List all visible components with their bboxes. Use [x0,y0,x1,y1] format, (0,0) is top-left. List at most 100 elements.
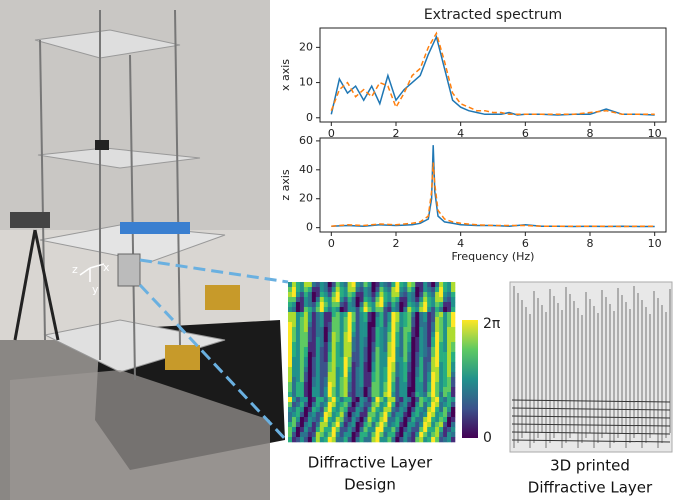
heatmap-cell [371,307,376,313]
heatmap-cell [355,382,360,388]
heatmap-cell [423,372,428,378]
heatmap-cell [335,412,340,418]
heatmap-cell [299,337,305,343]
heatmap-cell [315,322,321,328]
heatmap-cell [323,332,329,338]
heatmap-cell [335,437,340,443]
heatmap-cell [423,297,428,303]
heatmap-cell [291,357,297,363]
heatmap-cell [339,342,344,348]
heatmap-cell [355,392,360,398]
heatmap-cell [407,332,412,338]
caption: Diffractive Layer [528,479,653,497]
heatmap-cell [327,297,333,303]
y-tick-label: 20 [299,40,313,53]
heatmap-cell [443,352,448,358]
heatmap-cell [415,302,420,308]
heatmap-cell [411,327,416,333]
heatmap-cell [327,312,333,318]
heatmap-cell [423,422,428,428]
heatmap-cell [427,297,432,303]
heatmap-cell [447,332,452,338]
heatmap-cell [451,422,456,428]
heatmap-cell [335,287,340,293]
heatmap-cell [435,307,440,313]
heatmap-cell [447,422,452,428]
heatmap-cell [399,432,404,438]
heatmap-cell [427,287,432,293]
caption: 3D printed [550,457,630,475]
heatmap-cell [371,427,376,433]
heatmap-cell [311,297,317,303]
heatmap-cell [327,327,333,333]
heatmap-cell [399,337,404,343]
heatmap-cell [299,397,305,403]
heatmap-cell [367,437,372,443]
heatmap-cell [431,417,436,423]
heatmap-cell [347,372,352,378]
heatmap-cell [335,427,340,433]
heatmap-cell [367,317,372,323]
heatmap-cell [419,402,424,408]
heatmap-cell [327,422,333,428]
series-line [331,145,655,228]
heatmap-cell [359,382,364,388]
heatmap-cell [439,287,444,293]
heatmap-cell [339,417,344,423]
heatmap-cell [359,402,364,408]
heatmap-cell [311,352,317,358]
heatmap-cell [451,362,456,368]
heatmap-cell [347,392,352,398]
heatmap-cell [447,402,452,408]
heatmap-cell [323,412,329,418]
heatmap-cell [379,307,384,313]
heatmap-cell [359,412,364,418]
heatmap-cell [423,427,428,433]
heatmap-cell [443,422,448,428]
heatmap-cell [443,317,448,323]
heatmap-cell [375,332,380,338]
heatmap-cell [383,412,388,418]
heatmap-cell [435,332,440,338]
heatmap-cell [387,347,392,353]
heatmap-cell [339,292,344,298]
heatmap-cell [291,327,297,333]
heatmap-cell [291,317,297,323]
heatmap-cell [403,327,408,333]
printed-photo [509,281,673,453]
heatmap-cell [335,292,340,298]
heatmap-cell [347,327,352,333]
heatmap-cell [311,432,317,438]
heatmap-cell [415,377,420,383]
heatmap-cell [347,367,352,373]
heatmap-cell [299,307,305,313]
heatmap-cell [367,387,372,393]
heatmap-cell [343,312,348,318]
heatmap-cell [423,312,428,318]
heatmap-cell [327,377,333,383]
heatmap-cell [311,367,317,373]
heatmap-cell [323,387,329,393]
heatmap-cell [351,362,356,368]
heatmap-cell [315,282,321,288]
heatmap-cell [331,297,337,303]
heatmap-cell [435,382,440,388]
heatmap-cell [387,387,392,393]
heatmap-cell [411,437,416,443]
heatmap-cell [451,372,456,378]
heatmap-cell [447,372,452,378]
heatmap-cell [439,347,444,353]
heatmap-cell [423,337,428,343]
heatmap-cell [403,392,408,398]
heatmap-cell [423,367,428,373]
x-tick-label: 2 [392,127,399,140]
heatmap-cell [419,327,424,333]
heatmap-cell [431,327,436,333]
heatmap-cell [335,332,340,338]
heatmap-cell [379,357,384,363]
heatmap-cell [371,432,376,438]
heatmap-cell [359,432,364,438]
heatmap-cell [395,312,400,318]
heatmap-cell [415,407,420,413]
heatmap-cell [319,292,325,298]
